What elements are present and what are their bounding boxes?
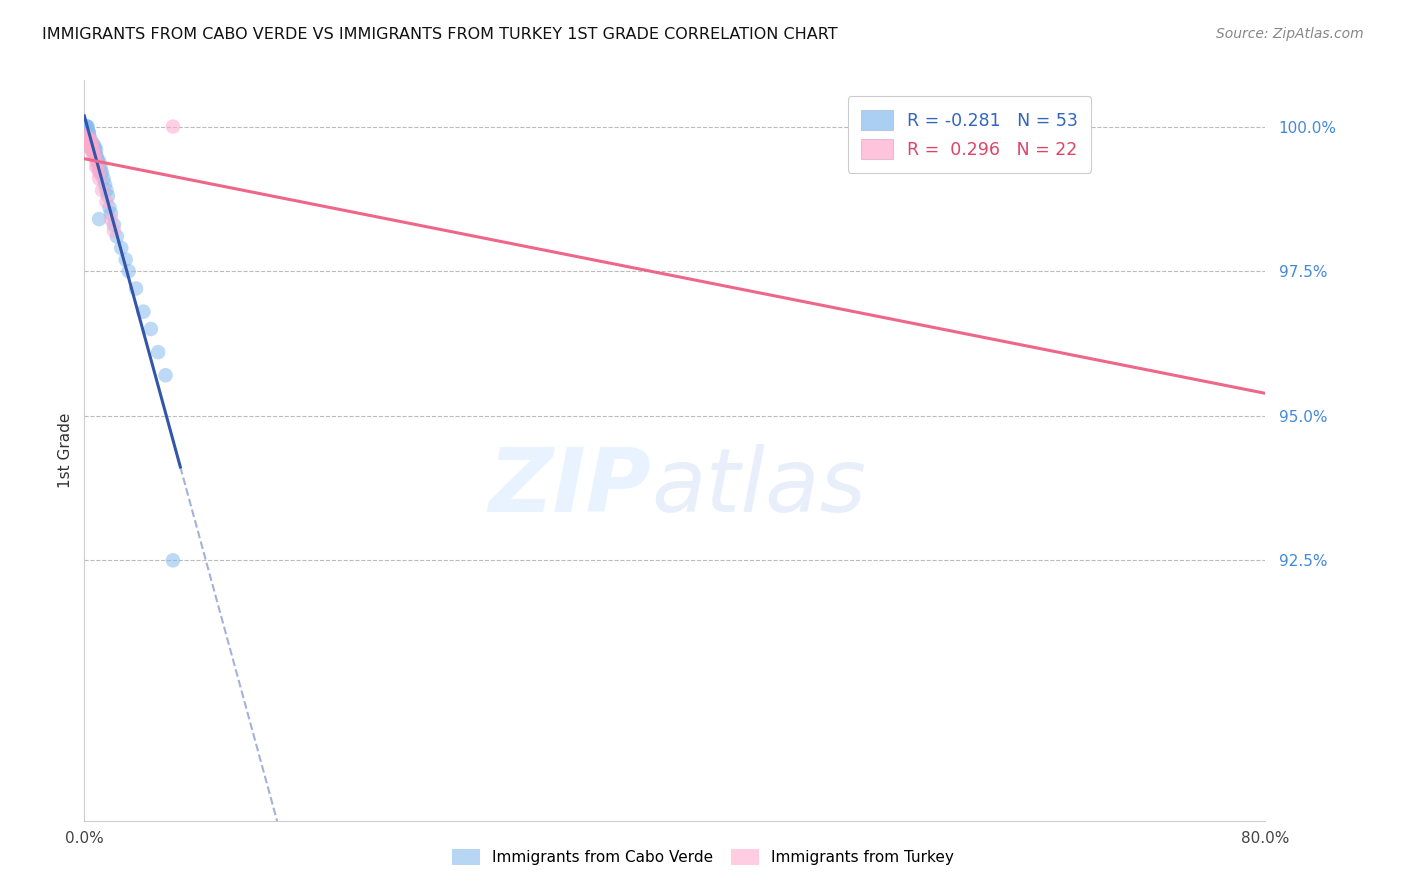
Point	[80, 136, 103, 151]
Point	[83, 148, 105, 162]
Point	[162, 120, 184, 134]
Text: Source: ZipAtlas.com: Source: ZipAtlas.com	[1216, 27, 1364, 41]
Legend: Immigrants from Cabo Verde, Immigrants from Turkey: Immigrants from Cabo Verde, Immigrants f…	[446, 843, 960, 871]
Point	[80, 136, 103, 151]
Point	[79, 136, 101, 151]
Point	[84, 154, 107, 169]
Point	[76, 122, 98, 136]
Point	[105, 229, 128, 244]
Point	[103, 218, 125, 232]
Point	[84, 143, 107, 157]
Point	[118, 264, 141, 278]
Text: atlas: atlas	[651, 444, 866, 531]
Point	[87, 171, 111, 186]
Point	[100, 206, 122, 220]
Point	[84, 160, 107, 174]
Point	[94, 178, 117, 192]
Point	[96, 194, 118, 209]
Point	[77, 136, 100, 151]
Point	[84, 148, 107, 162]
Point	[79, 136, 101, 151]
Point	[82, 148, 104, 162]
Point	[103, 224, 125, 238]
Legend: R = -0.281   N = 53, R =  0.296   N = 22: R = -0.281 N = 53, R = 0.296 N = 22	[848, 96, 1091, 173]
Point	[162, 553, 184, 567]
Point	[91, 183, 114, 197]
Point	[82, 136, 104, 151]
Point	[83, 148, 105, 162]
Point	[91, 166, 114, 180]
Point	[82, 143, 104, 157]
Point	[79, 131, 101, 145]
Point	[86, 154, 108, 169]
Point	[139, 322, 162, 336]
Point	[76, 131, 98, 145]
Point	[80, 143, 103, 157]
Point	[84, 148, 107, 162]
Point	[87, 212, 111, 227]
Point	[93, 171, 115, 186]
Point	[90, 160, 112, 174]
Point	[82, 143, 104, 157]
Point	[98, 201, 121, 215]
Point	[87, 160, 111, 174]
Point	[75, 120, 97, 134]
Point	[76, 125, 98, 139]
Point	[125, 281, 148, 295]
Point	[83, 143, 105, 157]
Point	[97, 189, 120, 203]
Text: IMMIGRANTS FROM CABO VERDE VS IMMIGRANTS FROM TURKEY 1ST GRADE CORRELATION CHART: IMMIGRANTS FROM CABO VERDE VS IMMIGRANTS…	[42, 27, 838, 42]
Point	[87, 166, 111, 180]
Point	[75, 120, 97, 134]
Point	[80, 136, 103, 151]
Point	[77, 125, 100, 139]
Point	[80, 143, 103, 157]
Y-axis label: 1st Grade: 1st Grade	[58, 413, 73, 488]
Point	[83, 140, 105, 154]
Point	[90, 166, 112, 180]
Point	[75, 120, 97, 134]
Point	[77, 131, 100, 145]
Point	[77, 140, 100, 154]
Point	[155, 368, 177, 383]
Point	[100, 212, 122, 227]
Point	[75, 128, 97, 143]
Point	[76, 120, 98, 134]
Point	[148, 345, 170, 359]
Point	[77, 134, 100, 148]
Point	[75, 122, 97, 136]
Point	[77, 131, 100, 145]
Point	[110, 241, 132, 255]
Point	[77, 131, 100, 145]
Point	[87, 154, 111, 169]
Point	[77, 125, 100, 139]
Point	[114, 252, 136, 267]
Point	[86, 160, 108, 174]
Point	[82, 143, 104, 157]
Point	[79, 134, 101, 148]
Text: ZIP: ZIP	[488, 444, 651, 531]
Point	[79, 136, 101, 151]
Point	[96, 183, 118, 197]
Point	[76, 120, 98, 134]
Point	[132, 304, 155, 318]
Point	[86, 154, 108, 169]
